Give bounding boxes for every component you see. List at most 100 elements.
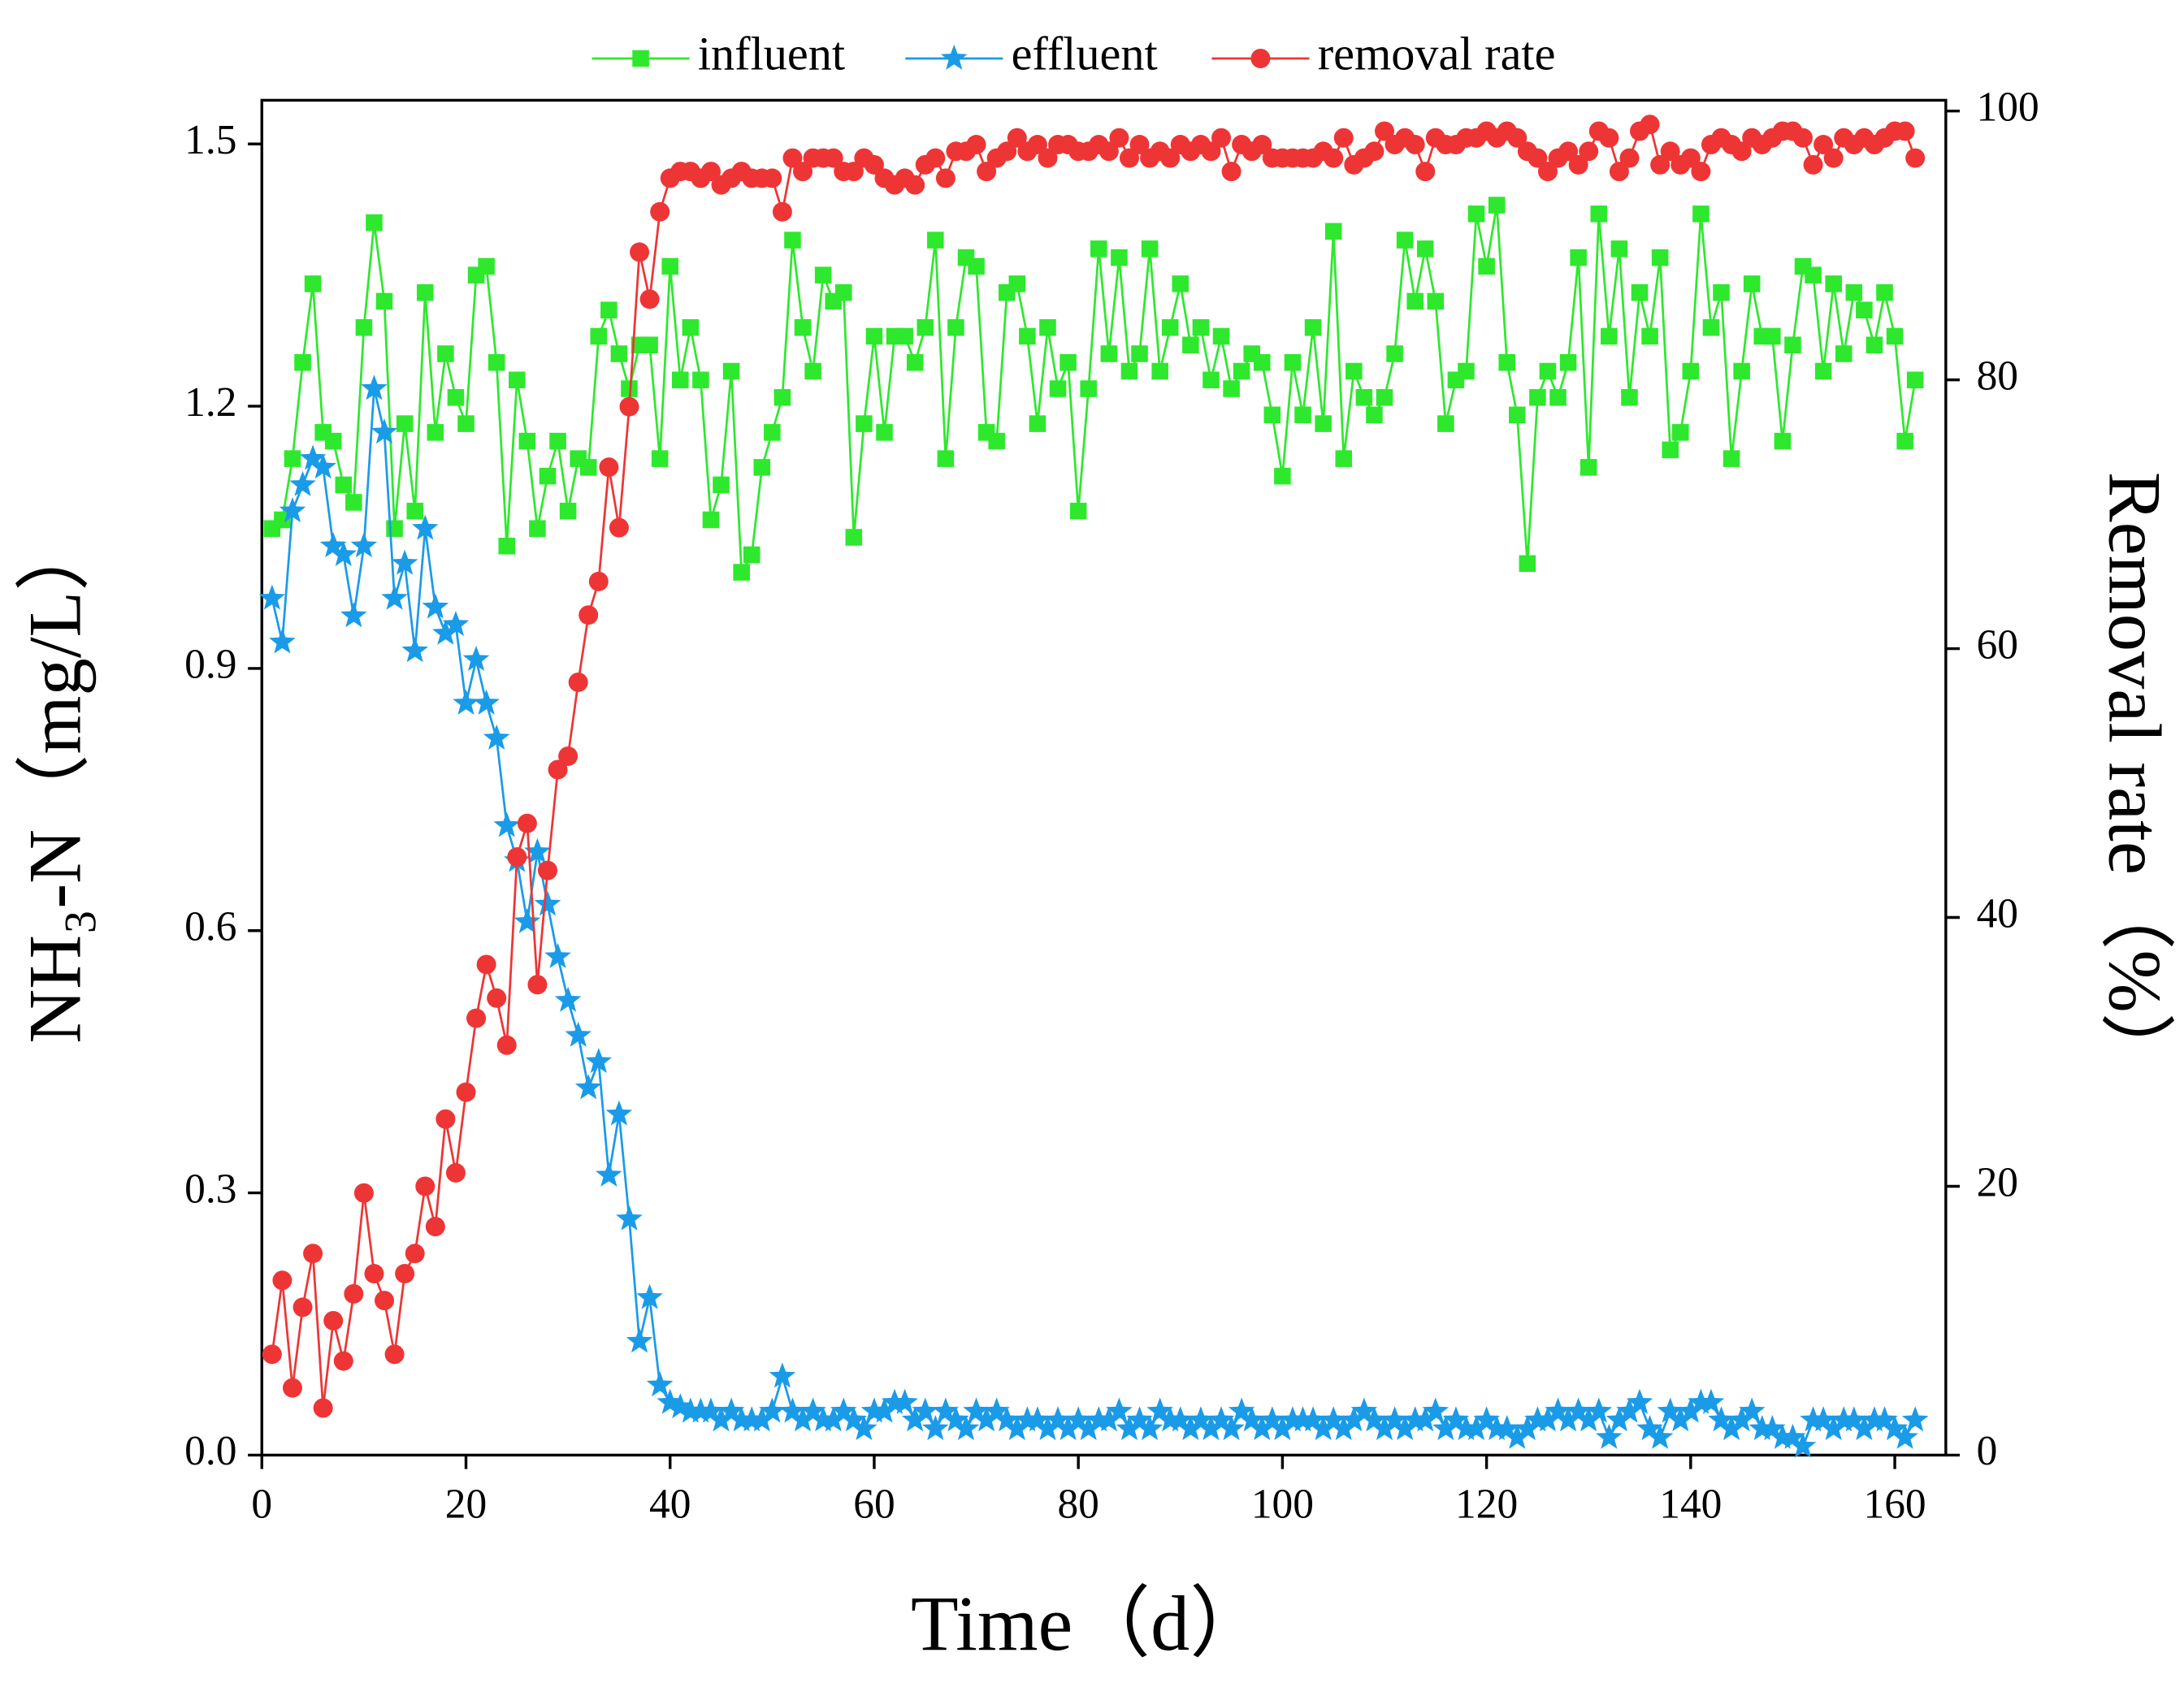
- data-point: [1320, 1406, 1347, 1432]
- data-point: [881, 1388, 908, 1414]
- data-point: [1406, 292, 1424, 310]
- data-point: [1610, 240, 1628, 257]
- data-point: [1835, 345, 1852, 362]
- data-point: [651, 450, 669, 467]
- data-point: [1688, 1388, 1714, 1414]
- data-point: [447, 389, 465, 406]
- data-point: [1524, 1406, 1551, 1432]
- data-point: [1565, 1397, 1592, 1423]
- y2-axis-title: Removal rate（%）: [2092, 472, 2175, 1088]
- y2-tick-label: 20: [1977, 1159, 2018, 1205]
- data-point: [585, 1048, 613, 1074]
- data-point: [282, 1378, 302, 1398]
- data-point: [656, 1388, 684, 1414]
- data-point: [851, 1415, 878, 1441]
- x-tick-label: 100: [1251, 1481, 1314, 1527]
- data-point: [524, 837, 551, 863]
- y2-tick-label: 100: [1977, 84, 2039, 130]
- data-point: [1568, 154, 1588, 175]
- data-point: [1467, 206, 1485, 223]
- data-point: [823, 148, 843, 168]
- data-point: [1554, 1406, 1582, 1432]
- data-point: [983, 1397, 1010, 1423]
- data-point: [1830, 1406, 1857, 1432]
- x-tick-label: 120: [1455, 1481, 1518, 1527]
- data-point: [1253, 353, 1271, 371]
- data-point: [1106, 1397, 1133, 1423]
- data-point: [1415, 162, 1436, 182]
- data-point: [1269, 1415, 1296, 1441]
- data-point: [871, 1397, 898, 1423]
- data-point: [416, 283, 434, 301]
- data-point: [1289, 1406, 1316, 1432]
- data-point: [1805, 266, 1822, 283]
- data-point: [1252, 135, 1272, 155]
- data-point: [722, 362, 740, 380]
- data-point: [1324, 148, 1344, 168]
- data-point: [1814, 135, 1834, 155]
- data-point: [1330, 1415, 1358, 1441]
- data-point: [453, 689, 479, 715]
- data-point: [708, 1406, 734, 1432]
- data-point: [1064, 1406, 1092, 1432]
- data-point: [639, 289, 660, 309]
- x-tick-label: 40: [649, 1481, 691, 1527]
- data-point: [292, 1297, 313, 1317]
- data-point: [1483, 1415, 1510, 1441]
- data-point: [1218, 1415, 1245, 1441]
- data-point: [977, 162, 997, 182]
- data-point: [1539, 362, 1557, 380]
- data-point: [692, 371, 709, 389]
- data-point: [568, 672, 588, 692]
- data-point: [422, 593, 449, 619]
- data-point: [809, 1406, 837, 1432]
- data-point: [1590, 206, 1608, 223]
- data-point: [1411, 1406, 1439, 1432]
- data-point: [641, 336, 658, 354]
- data-point: [384, 1344, 405, 1365]
- data-point: [789, 1406, 817, 1432]
- data-point: [1823, 148, 1844, 168]
- data-point: [1333, 128, 1354, 148]
- data-point: [1764, 327, 1781, 345]
- data-point: [299, 444, 327, 470]
- x-tick-label: 0: [251, 1481, 272, 1527]
- data-point: [355, 318, 373, 336]
- legend-label: removal rate: [1318, 27, 1556, 80]
- data-point: [717, 1397, 745, 1423]
- data-point: [1769, 1423, 1796, 1449]
- data-point: [1503, 1423, 1531, 1449]
- data-point: [830, 1397, 857, 1423]
- data-point: [437, 345, 454, 362]
- data-point: [537, 860, 557, 880]
- data-point: [1728, 1406, 1755, 1432]
- data-point: [1851, 1415, 1878, 1441]
- data-point: [1606, 1406, 1633, 1432]
- legend-marker: [940, 44, 968, 70]
- data-point: [425, 1217, 445, 1237]
- data-point: [272, 1270, 292, 1291]
- data-point: [518, 432, 536, 450]
- data-point: [762, 168, 782, 188]
- y-tick-label: 0.6: [184, 904, 236, 950]
- data-point: [856, 415, 873, 432]
- data-point: [1514, 1415, 1541, 1441]
- y2-tick-label: 60: [1977, 621, 2018, 668]
- y-tick-label: 0.9: [184, 642, 236, 688]
- data-point: [1609, 162, 1629, 182]
- data-point: [487, 988, 507, 1008]
- data-point: [1136, 1415, 1164, 1441]
- data-point: [304, 275, 322, 292]
- data-point: [1212, 327, 1230, 345]
- data-point: [370, 418, 398, 444]
- y2-tick-label: 80: [1977, 353, 2018, 399]
- data-point: [1779, 1423, 1806, 1449]
- data-point: [988, 432, 1005, 450]
- data-point: [559, 502, 577, 520]
- data-point: [1100, 345, 1118, 362]
- data-point: [1299, 1406, 1327, 1432]
- data-point: [1211, 128, 1232, 148]
- data-point: [759, 1397, 786, 1423]
- data-point: [646, 1371, 674, 1397]
